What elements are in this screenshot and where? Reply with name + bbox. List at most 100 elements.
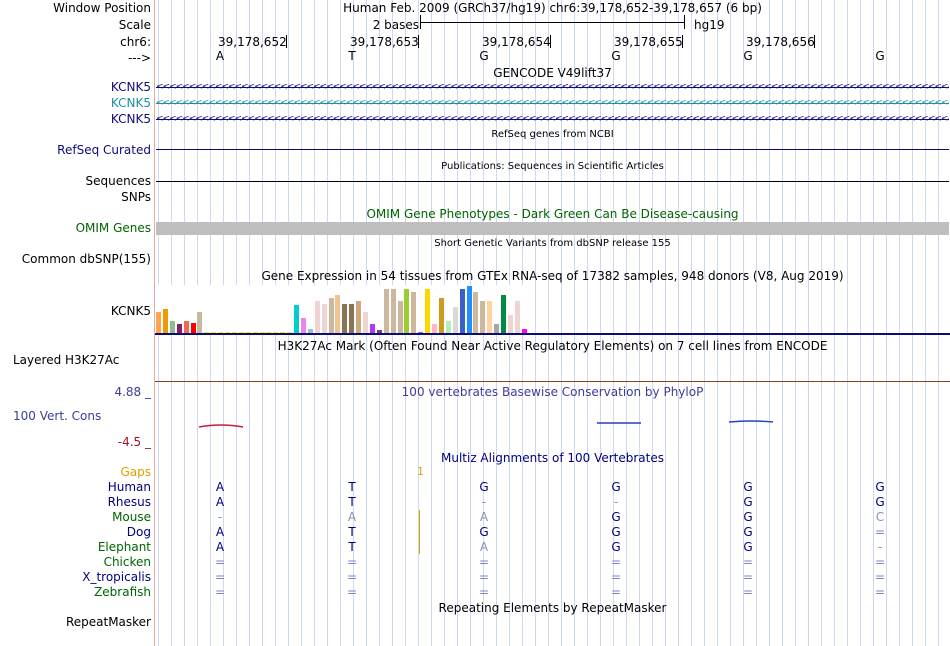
omim-genes-label[interactable]: OMIM Genes bbox=[75, 221, 151, 235]
gtex-bar[interactable] bbox=[218, 332, 224, 333]
gtex-bar[interactable] bbox=[432, 324, 437, 333]
gtex-bar[interactable] bbox=[252, 332, 258, 333]
gtex-bar[interactable] bbox=[452, 307, 458, 333]
species-label[interactable]: Chicken bbox=[103, 555, 151, 569]
gtex-bar[interactable] bbox=[321, 304, 327, 333]
gridline bbox=[587, 0, 588, 646]
species-label[interactable]: Mouse bbox=[112, 510, 151, 524]
gtex-bar[interactable] bbox=[438, 298, 444, 333]
gtex-bar[interactable] bbox=[204, 332, 210, 333]
gtex-bar[interactable] bbox=[176, 324, 182, 333]
gtex-bar[interactable] bbox=[273, 332, 279, 333]
gtex-bar[interactable] bbox=[425, 289, 431, 333]
gtex-bar[interactable] bbox=[197, 312, 203, 333]
gtex-bar[interactable] bbox=[376, 330, 382, 333]
gencode-transcript-2[interactable]: <<<<<<<<<<<<<<<<<<<<<<<<<<<<<<<<<<<<<<<<… bbox=[156, 99, 949, 108]
gtex-bar-chart[interactable] bbox=[156, 285, 531, 333]
gtex-bar[interactable] bbox=[169, 321, 175, 333]
h3k27ac-signal-line[interactable] bbox=[155, 381, 950, 382]
gtex-bar[interactable] bbox=[356, 301, 362, 333]
gtex-bar[interactable] bbox=[287, 332, 293, 333]
gtex-bar[interactable] bbox=[314, 301, 320, 333]
phylop-min-label: -4.5 _ bbox=[117, 435, 151, 449]
gtex-bar[interactable] bbox=[487, 301, 493, 333]
aligned-base: T bbox=[348, 480, 356, 494]
gtex-bar[interactable] bbox=[418, 332, 424, 333]
gtex-bar[interactable] bbox=[225, 332, 230, 333]
refseq-curated-label[interactable]: RefSeq Curated bbox=[57, 143, 151, 157]
gtex-bar[interactable] bbox=[245, 332, 251, 333]
species-label[interactable]: Rhesus bbox=[107, 495, 151, 509]
sequences-line[interactable] bbox=[156, 181, 949, 182]
gtex-bar[interactable] bbox=[190, 323, 196, 333]
gtex-bar[interactable] bbox=[383, 289, 389, 333]
gene-label-kcnk5-2[interactable]: KCNK5 bbox=[110, 96, 151, 110]
gtex-bar[interactable] bbox=[280, 332, 286, 333]
aligned-base: A bbox=[479, 510, 489, 524]
gtex-bar[interactable] bbox=[466, 286, 472, 333]
gridline bbox=[912, 0, 913, 646]
repeatmasker-label[interactable]: RepeatMasker bbox=[65, 615, 151, 629]
gtex-bar[interactable] bbox=[480, 301, 486, 333]
gtex-bar[interactable] bbox=[369, 324, 375, 333]
gencode-transcript-3[interactable]: <<<<<<<<<<<<<<<<<<<<<<<<<<<<<<<<<<<<<<<<… bbox=[156, 115, 949, 124]
omim-gene-bar[interactable] bbox=[156, 222, 949, 235]
gridline bbox=[691, 0, 692, 646]
gene-label-kcnk5-1[interactable]: KCNK5 bbox=[110, 80, 151, 94]
gtex-bar[interactable] bbox=[231, 332, 237, 333]
gtex-bar[interactable] bbox=[411, 292, 417, 333]
aligned-base: = bbox=[874, 570, 886, 584]
species-label[interactable]: Dog bbox=[126, 525, 151, 539]
gencode-transcript-1[interactable]: <<<<<<<<<<<<<<<<<<<<<<<<<<<<<<<<<<<<<<<<… bbox=[156, 83, 949, 92]
gtex-bar[interactable] bbox=[473, 292, 479, 333]
gtex-bar[interactable] bbox=[501, 295, 506, 333]
gtex-bar[interactable] bbox=[328, 298, 334, 333]
gtex-bar[interactable] bbox=[300, 318, 306, 333]
layered-h3k27ac-label[interactable]: Layered H3K27Ac bbox=[13, 353, 120, 367]
refseq-gene-line[interactable] bbox=[156, 149, 949, 150]
gtex-bar[interactable] bbox=[404, 289, 410, 333]
gtex-bar[interactable] bbox=[514, 301, 520, 333]
snps-label[interactable]: SNPs bbox=[121, 190, 151, 204]
gtex-bar[interactable] bbox=[397, 301, 403, 333]
gtex-bar[interactable] bbox=[459, 289, 465, 333]
gtex-bar[interactable] bbox=[238, 332, 244, 333]
gtex-bar[interactable] bbox=[363, 312, 368, 333]
aligned-base: G bbox=[875, 480, 885, 494]
aligned-base: - bbox=[613, 495, 619, 509]
vert-cons-label[interactable]: 100 Vert. Cons bbox=[13, 409, 102, 423]
dbsnp-title: Short Genetic Variants from dbSNP releas… bbox=[434, 238, 671, 249]
gtex-gene-label[interactable]: KCNK5 bbox=[110, 304, 151, 318]
gtex-bar[interactable] bbox=[307, 329, 313, 333]
gtex-title: Gene Expression in 54 tissues from GTEx … bbox=[261, 269, 844, 283]
gtex-bar[interactable] bbox=[183, 321, 189, 333]
gtex-bar[interactable] bbox=[507, 315, 513, 333]
gaps-count: 1 bbox=[417, 465, 424, 478]
species-label[interactable]: Zebrafish bbox=[94, 585, 151, 599]
track-data-area[interactable]: Human Feb. 2009 (GRCh37/hg19) chr6:39,17… bbox=[155, 0, 950, 646]
gridline bbox=[704, 0, 705, 646]
aligned-base: - bbox=[481, 495, 487, 509]
species-label[interactable]: Elephant bbox=[97, 540, 151, 554]
gtex-bar[interactable] bbox=[390, 289, 396, 333]
gtex-bar[interactable] bbox=[259, 332, 265, 333]
gtex-bar[interactable] bbox=[266, 332, 272, 333]
gtex-bar[interactable] bbox=[445, 321, 451, 333]
sequences-label[interactable]: Sequences bbox=[85, 174, 151, 188]
aligned-base: = bbox=[214, 570, 226, 584]
gtex-bar[interactable] bbox=[211, 332, 217, 333]
gtex-bar[interactable] bbox=[162, 309, 168, 333]
gtex-bar[interactable] bbox=[294, 305, 299, 333]
species-label[interactable]: Human bbox=[107, 480, 151, 494]
phylop-signal[interactable] bbox=[155, 415, 950, 435]
gtex-bar[interactable] bbox=[521, 329, 527, 333]
gtex-bar[interactable] bbox=[494, 324, 500, 333]
gtex-bar[interactable] bbox=[349, 304, 355, 333]
gtex-bar[interactable] bbox=[156, 312, 161, 333]
gtex-bar[interactable] bbox=[335, 295, 341, 333]
common-dbsnp-label[interactable]: Common dbSNP(155) bbox=[21, 252, 151, 266]
gene-label-kcnk5-3[interactable]: KCNK5 bbox=[110, 112, 151, 126]
species-label[interactable]: X_tropicalis bbox=[82, 570, 151, 584]
multiz-title: Multiz Alignments of 100 Vertebrates bbox=[440, 451, 665, 465]
gtex-bar[interactable] bbox=[342, 304, 348, 333]
